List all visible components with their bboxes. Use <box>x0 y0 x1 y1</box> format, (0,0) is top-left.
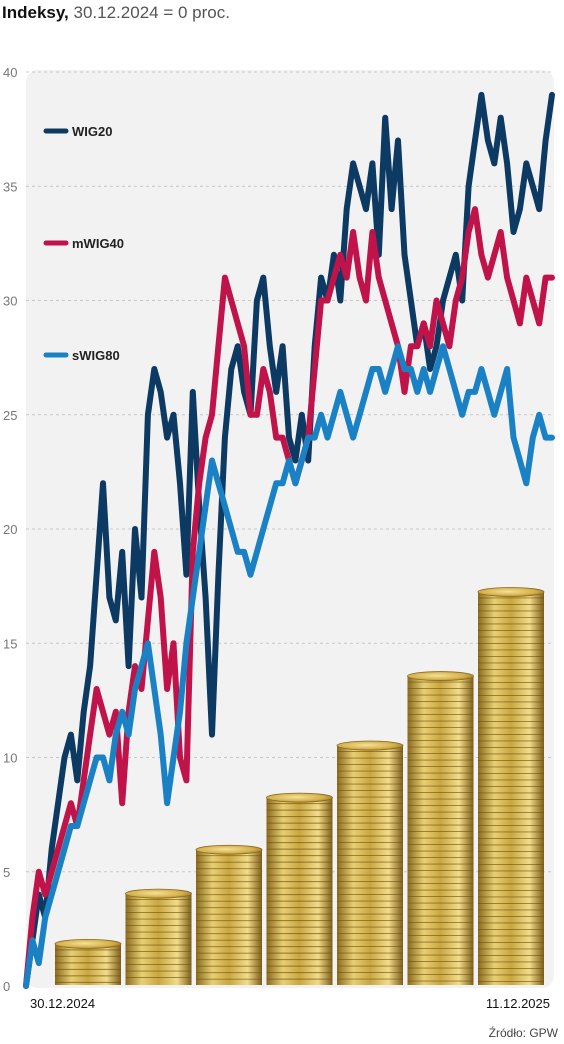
legend: WIG20 mWIG40 sWIG80 <box>43 124 124 363</box>
y-tick-label: 20 <box>3 522 17 537</box>
chart-subtitle: 30.12.2024 = 0 proc. <box>73 3 230 22</box>
coin-top <box>195 844 263 855</box>
coin-stack-body <box>125 893 192 985</box>
legend-label: WIG20 <box>72 124 112 139</box>
series-line-swig80 <box>23 343 555 989</box>
x-tick-start: 30.12.2024 <box>30 996 95 1011</box>
y-tick-label: 10 <box>3 751 17 766</box>
coin-stack <box>266 792 333 985</box>
y-axis-ticks: 0 5 10 15 20 25 30 35 40 <box>3 65 17 994</box>
coin-stack <box>407 671 474 985</box>
y-tick-label: 40 <box>3 65 17 80</box>
y-tick-label: 30 <box>3 294 17 309</box>
source-note: Źródło: GPW <box>489 1025 559 1040</box>
coin-stack <box>336 740 404 985</box>
coin-stack <box>54 938 122 985</box>
coin-top <box>266 792 333 803</box>
x-tick-end: 11.12.2025 <box>486 996 550 1011</box>
coin-stack-body <box>196 849 262 985</box>
legend-item-wig20: WIG20 <box>43 124 112 139</box>
series-lines <box>23 91 555 989</box>
coin-stack <box>125 888 192 985</box>
coin-top <box>336 740 404 751</box>
legend-item-swig80: sWIG80 <box>43 348 120 363</box>
chart-header: Indeksy, 30.12.2024 = 0 proc. <box>2 3 230 23</box>
coin-stack <box>195 844 263 985</box>
coin-top <box>477 587 545 597</box>
coin-top <box>407 671 474 681</box>
coin-stack-body <box>337 745 403 985</box>
y-tick-label: 25 <box>3 408 17 423</box>
chart-title: Indeksy, <box>2 3 69 22</box>
coin-stack-body <box>55 943 121 985</box>
legend-label: mWIG40 <box>72 236 124 251</box>
y-tick-label: 0 <box>3 979 10 994</box>
coin-top <box>125 888 192 899</box>
coin-stack-body <box>266 797 333 985</box>
coin-stack-body <box>407 676 474 985</box>
y-tick-label: 35 <box>3 179 17 194</box>
legend-item-mwig40: mWIG40 <box>43 236 124 251</box>
coin-top <box>54 938 122 949</box>
coin-stack <box>477 587 545 985</box>
y-tick-label: 5 <box>3 865 10 880</box>
coin-stack-body <box>478 591 544 985</box>
y-tick-label: 15 <box>3 636 17 651</box>
legend-label: sWIG80 <box>72 348 120 363</box>
coin-stacks-illustration <box>54 587 545 985</box>
